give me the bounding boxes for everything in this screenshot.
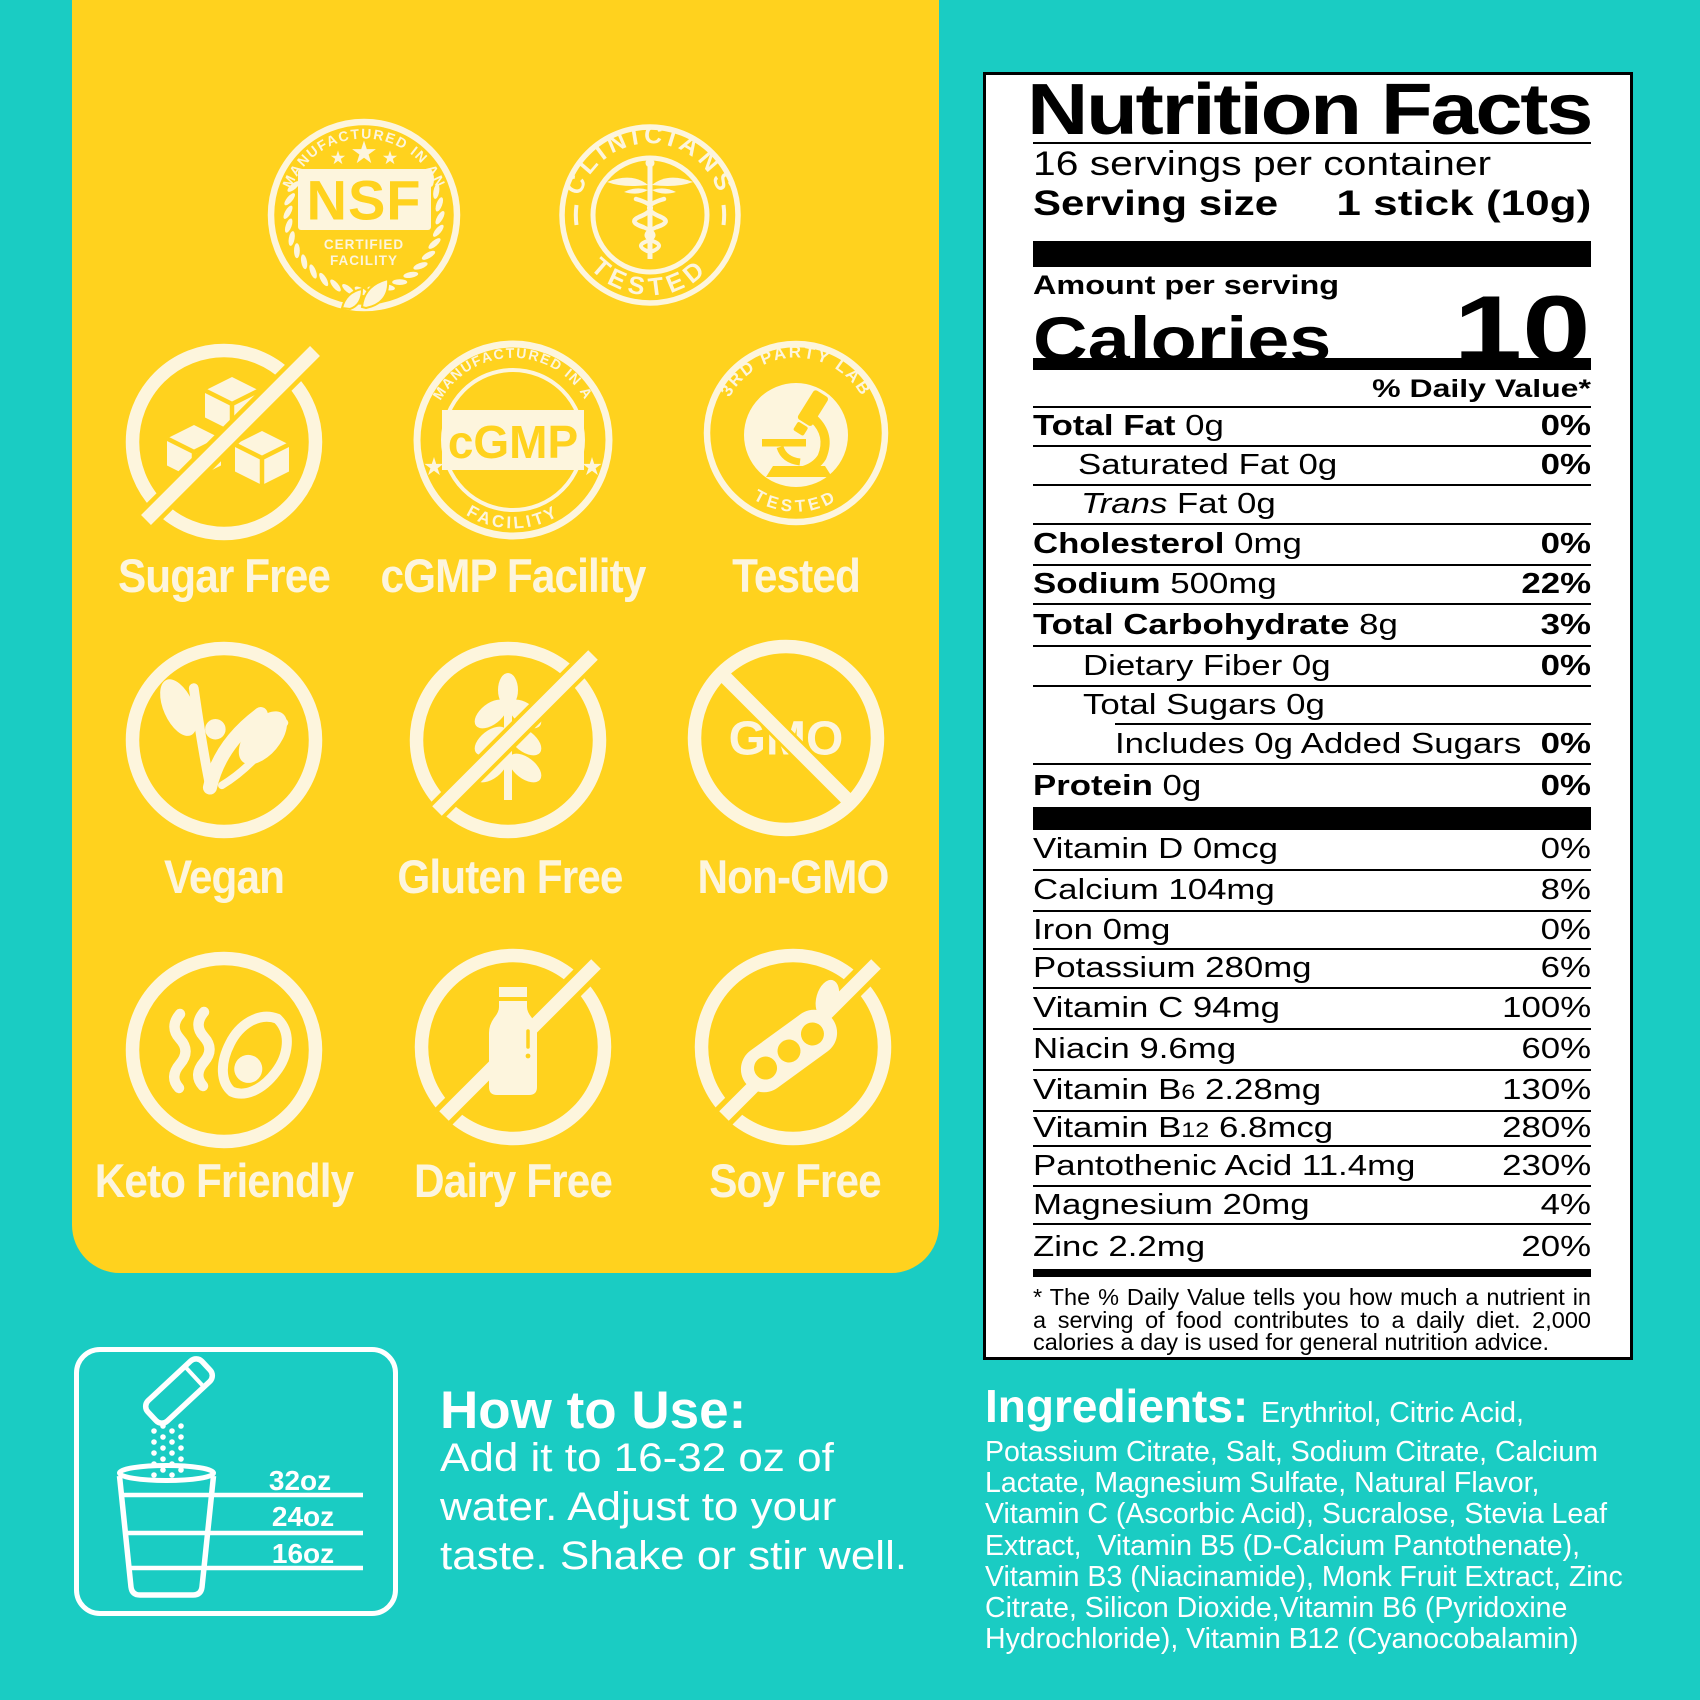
svg-text:NSF: NSF — [307, 169, 422, 232]
svg-text:FACILITY: FACILITY — [330, 253, 398, 268]
svg-text:CERTIFIED: CERTIFIED — [324, 237, 404, 252]
svg-text:TESTED: TESTED — [751, 486, 841, 516]
svg-text:32oz: 32oz — [269, 1465, 331, 1496]
svg-text:MANUFACTURED IN A: MANUFACTURED IN A — [429, 345, 596, 403]
svg-text:24oz: 24oz — [272, 1501, 334, 1532]
svg-text:cGMP: cGMP — [448, 416, 578, 468]
svg-text:TESTED: TESTED — [586, 252, 714, 302]
svg-text:16oz: 16oz — [272, 1538, 334, 1569]
